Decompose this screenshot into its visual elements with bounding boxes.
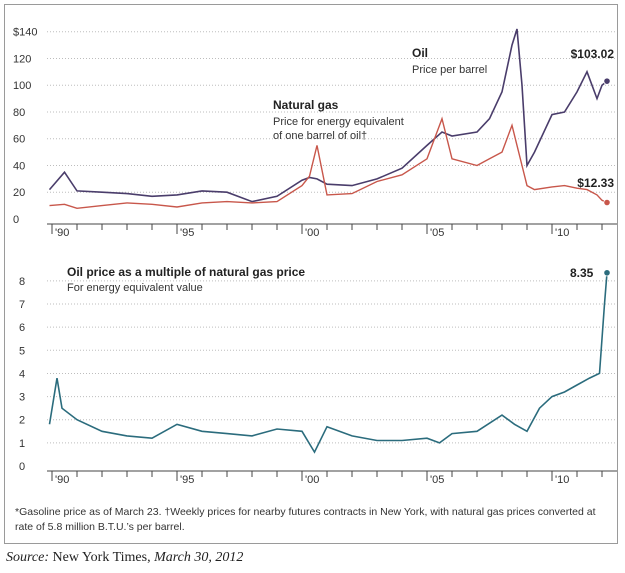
top-x-axis: '90 '95 '00 '05 '10 xyxy=(47,223,617,239)
bottom-y-tick-label: 5 xyxy=(19,345,25,357)
natural-gas-price-line xyxy=(49,116,608,210)
bottom-y-tick-labels: 8 7 6 5 4 3 2 1 0 xyxy=(19,276,25,473)
source-date: March 30, 2012 xyxy=(154,550,244,565)
ratio-chart-title: Oil price as a multiple of natural gas p… xyxy=(67,265,305,279)
top-y-tick-label: 80 xyxy=(13,107,25,119)
bottom-grid xyxy=(47,280,617,444)
top-x-tick-label: '90 xyxy=(55,227,69,239)
top-x-tick-label: '10 xyxy=(555,227,569,239)
bottom-y-tick-label: 1 xyxy=(19,438,25,450)
source-label: Source: xyxy=(6,550,50,565)
bottom-y-tick-label: 4 xyxy=(19,368,25,380)
gas-series-subtitle-1: Price for energy equivalent xyxy=(273,116,404,128)
bottom-x-tick-label: '95 xyxy=(180,474,194,486)
gas-series-subtitle-2: of one barrel of oil† xyxy=(273,130,367,142)
bottom-x-tick-label: '05 xyxy=(430,474,444,486)
top-y-tick-label: 0 xyxy=(13,214,19,226)
top-y-tick-label: 60 xyxy=(13,134,25,146)
top-y-tick-labels: $140 120 100 80 60 40 20 0 xyxy=(13,27,37,226)
oil-price-line xyxy=(48,28,608,203)
bottom-y-tick-label: 8 xyxy=(19,276,25,288)
bottom-y-tick-label: 3 xyxy=(19,392,25,404)
oil-end-marker xyxy=(603,77,611,85)
bottom-x-tick-label: '90 xyxy=(55,474,69,486)
oil-end-label: $103.02 xyxy=(571,47,615,61)
gas-series-label: Natural gas xyxy=(273,98,339,112)
top-y-tick-label: 120 xyxy=(13,53,31,65)
top-y-tick-label: 20 xyxy=(13,187,25,199)
gas-end-label: $12.33 xyxy=(577,176,614,190)
bottom-x-tick-label: '00 xyxy=(305,474,319,486)
oil-series-subtitle: Price per barrel xyxy=(412,64,487,76)
top-x-tick-label: '95 xyxy=(180,227,194,239)
bottom-x-tick-label: '10 xyxy=(555,474,569,486)
ratio-end-label: 8.35 xyxy=(570,266,594,280)
bottom-y-tick-label: 0 xyxy=(19,461,25,473)
bottom-y-tick-label: 7 xyxy=(19,299,25,311)
footnote: *Gasoline price as of March 23. †Weekly … xyxy=(15,506,596,533)
top-y-tick-label: $140 xyxy=(13,27,37,39)
oil-gas-ratio-line xyxy=(48,272,608,454)
bottom-y-tick-label: 2 xyxy=(19,415,25,427)
oil-series-label: Oil xyxy=(412,46,428,60)
top-y-tick-label: 40 xyxy=(13,160,25,172)
gas-end-marker xyxy=(603,198,611,207)
top-y-tick-label: 100 xyxy=(13,80,31,92)
end-markers xyxy=(603,77,611,277)
top-x-tick-label: '00 xyxy=(305,227,319,239)
source-publisher: New York Times, xyxy=(52,550,151,565)
bottom-x-axis: '90 '95 '00 '05 '10 xyxy=(47,470,617,486)
ratio-chart-subtitle: For energy equivalent value xyxy=(67,282,203,294)
ratio-end-marker xyxy=(603,269,611,277)
bottom-y-tick-label: 6 xyxy=(19,322,25,334)
top-x-tick-label: '05 xyxy=(430,227,444,239)
source-line: Source: New York Times, March 30, 2012 xyxy=(6,550,243,566)
